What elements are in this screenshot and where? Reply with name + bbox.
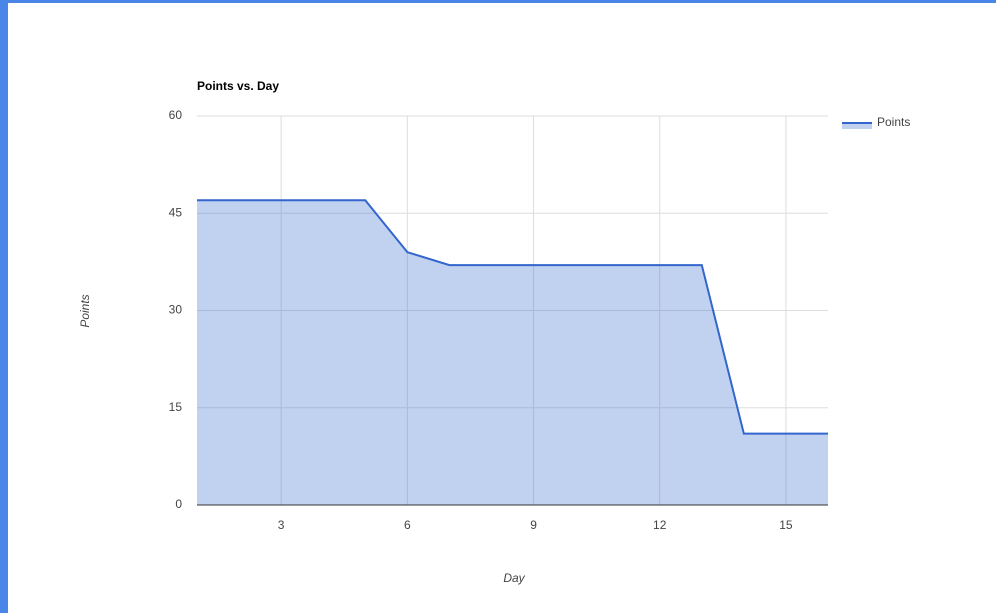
area xyxy=(197,200,828,506)
line xyxy=(197,199,828,435)
y-axis-label: Points xyxy=(78,294,92,327)
y-tick-label: 30 xyxy=(169,303,183,317)
x-tick-label: 12 xyxy=(653,518,667,532)
x-tick-label: 3 xyxy=(278,518,285,532)
x-tick-label: 9 xyxy=(530,518,537,532)
frame-border xyxy=(0,0,8,613)
legend-label: Points xyxy=(877,115,910,129)
y-tick-label: 0 xyxy=(175,497,182,511)
chart-title: Points vs. Day xyxy=(197,79,279,93)
legend-swatch xyxy=(842,123,872,129)
frame-border xyxy=(0,0,996,3)
y-tick-label: 15 xyxy=(169,400,183,414)
x-tick-label: 15 xyxy=(779,518,793,532)
y-tick-label: 60 xyxy=(169,108,183,122)
y-tick-label: 45 xyxy=(169,205,183,219)
x-tick-label: 6 xyxy=(404,518,411,532)
x-axis-label: Day xyxy=(503,571,525,585)
